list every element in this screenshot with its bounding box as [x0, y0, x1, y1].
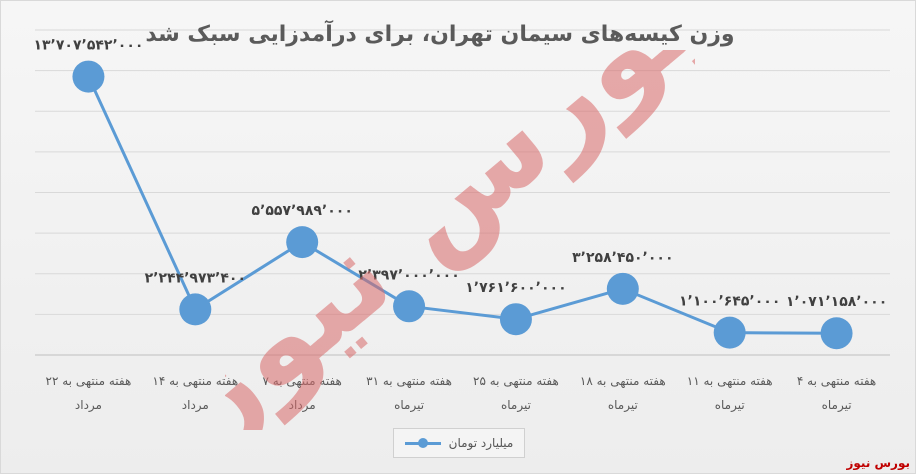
x-tick-label-month: تیرماه — [715, 398, 745, 413]
legend-swatch — [404, 438, 441, 448]
data-label: ۳٬۲۵۸٬۴۵۰٬۰۰۰ — [572, 250, 673, 266]
x-axis-labels: هفته منتهی به ۴ تیرماه هفته منتهی به ۱۱ تیر… — [46, 374, 877, 413]
data-point — [286, 226, 319, 259]
x-tick-label: هفته منتهی به ۱۴ مرداد — [152, 374, 238, 413]
x-tick-label-week: هفته منتهی به ۱۴ — [152, 374, 238, 388]
x-tick-label-month: مرداد — [75, 398, 102, 413]
x-tick-label: هفته منتهی به ۷ مرداد — [263, 374, 342, 413]
data-label: ۱٬۱۰۰٬۶۴۵٬۰۰۰ — [679, 294, 780, 310]
x-tick-label-month: تیرماه — [501, 398, 531, 413]
data-label: ۵٬۵۵۷٬۹۸۹٬۰۰۰ — [251, 203, 352, 219]
data-label: ۱٬۰۷۱٬۱۵۸٬۰۰۰ — [786, 294, 887, 310]
x-tick-label-month: مرداد — [182, 398, 209, 413]
x-tick-label-week: هفته منتهی به ۱۱ — [687, 374, 773, 388]
series-line — [87, 75, 837, 335]
x-tick-label-week: هفته منتهی به ۴ — [797, 374, 876, 388]
data-label: ۱۳٬۷۰۷٬۵۴۲٬۰۰۰ — [33, 38, 143, 54]
data-point — [72, 60, 105, 93]
data-label: ۲٬۲۴۴٬۹۷۳٬۴۰۰ — [145, 270, 246, 286]
x-tick-label: هفته منتهی به ۳۱ تیرماه — [366, 374, 452, 413]
x-tick-label-week: هفته منتهی به ۳۱ — [366, 374, 452, 388]
x-tick-label: هفته منتهی به ۲۵ تیرماه — [473, 374, 559, 413]
x-tick-label-month: تیرماه — [394, 398, 424, 413]
gridlines — [35, 29, 890, 356]
x-tick-label-week: هفته منتهی به ۲۵ — [473, 374, 559, 388]
x-tick-label: هفته منتهی به ۴ تیرماه — [797, 374, 876, 413]
data-label: ۱٬۷۶۱٬۶۰۰٬۰۰۰ — [465, 280, 566, 296]
data-point — [713, 316, 746, 349]
x-tick-label-month: تیرماه — [822, 398, 852, 413]
data-label: ۲٬۳۹۷٬۰۰۰٬۰۰۰ — [358, 267, 459, 283]
x-tick-label: هفته منتهی به ۲۲ مرداد — [46, 374, 132, 413]
series-line-group — [72, 60, 853, 350]
x-tick-label-month: مرداد — [289, 398, 316, 413]
x-tick-label-month: تیرماه — [608, 398, 638, 413]
brand-logo-text: بورس نیوز — [846, 456, 910, 470]
x-tick-label: هفته منتهی به ۱۸ تیرماه — [580, 374, 666, 413]
data-point — [179, 293, 212, 326]
data-point — [606, 272, 639, 305]
x-tick-label: هفته منتهی به ۱۱ تیرماه — [687, 374, 773, 413]
data-labels: ۱٬۰۷۱٬۱۵۸٬۰۰۰ ۱٬۱۰۰٬۶۴۵٬۰۰۰ ۳٬۲۵۸٬۴۵۰٬۰۰۰ ۱… — [33, 38, 887, 311]
x-tick-label-week: هفته منتهی به ۱۸ — [580, 374, 666, 388]
data-point — [499, 303, 532, 336]
legend: میلیارد تومان — [393, 428, 525, 458]
x-tick-label-week: هفته منتهی به ۷ — [263, 374, 342, 388]
x-tick-label-week: هفته منتهی به ۲۲ — [46, 374, 132, 388]
legend-label: میلیارد تومان — [448, 436, 514, 450]
data-point — [393, 290, 426, 323]
data-point — [820, 317, 853, 350]
chart-title: وزن کیسه‌های سیمان تهران، برای درآمدزایی… — [145, 22, 735, 47]
